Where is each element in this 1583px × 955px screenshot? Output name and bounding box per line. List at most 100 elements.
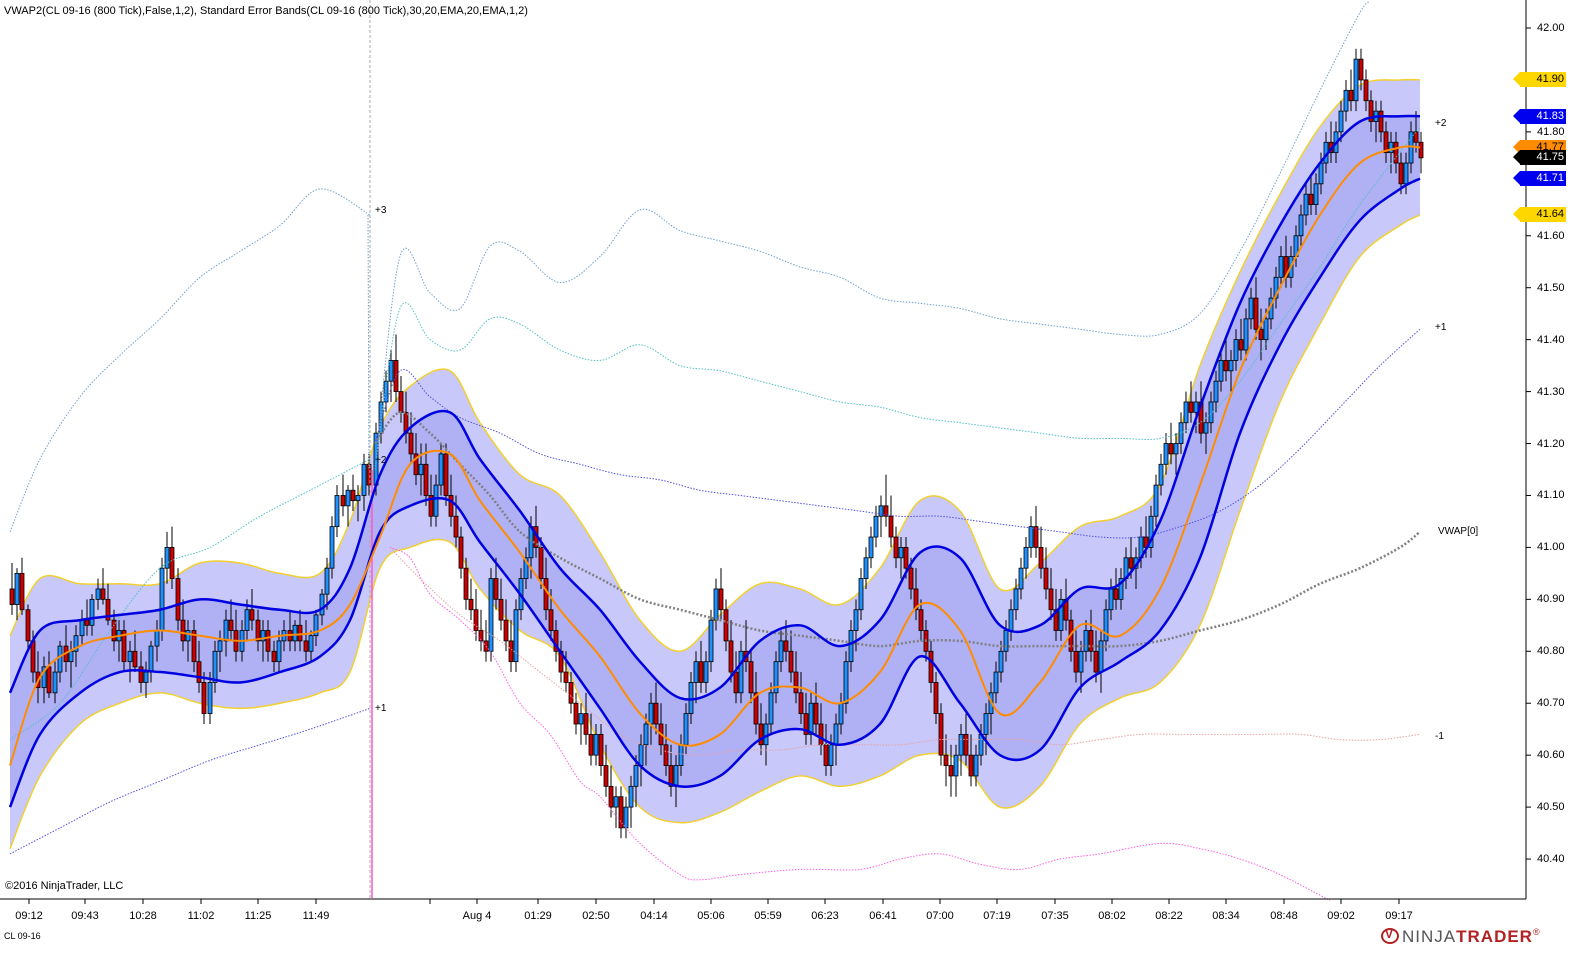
candle-body [1413,131,1419,143]
candle-body [95,588,101,600]
candle-down [169,526,175,589]
candle-down [1088,609,1094,662]
candle-body [573,702,579,725]
candle-body [1338,110,1344,133]
candle-body [329,526,335,569]
candle-down [1188,381,1194,423]
candle-body [883,505,889,517]
vwap-plus3-reset [367,214,370,470]
candle-up [898,537,904,579]
candle-body [355,495,361,502]
candle-down [583,692,589,745]
candle-up [355,485,361,522]
pre-session-vwap-3-line [9,188,371,533]
candle-body [498,598,504,621]
price-tag-upper-outer-band: 41.90 [1513,72,1566,88]
candle-up [57,640,63,683]
candle-body [963,733,969,756]
indicator-title: VWAP2(CL 09-16 (800 Tick),False,1,2), St… [4,5,528,17]
candle-up [1233,329,1239,371]
candle-down [813,682,819,735]
candle-down [100,568,106,605]
price-tag-arrow-icon [1513,139,1520,154]
candle-up [1153,474,1159,527]
candle-body [1233,339,1239,361]
candle-up [41,656,47,704]
candle-body [1188,401,1194,413]
candle-body [873,515,879,538]
candle-up [334,485,340,538]
candle-down [968,734,974,787]
y-tick-label: 40.50 [1537,801,1565,814]
candle-body [228,619,234,631]
candle-down [503,599,509,652]
candle-up [768,682,774,735]
candle-body [958,733,964,756]
candle-up [95,578,101,610]
candle-body [1168,443,1174,455]
candle-down [883,474,889,527]
candle-body [319,593,325,616]
candle-body [1163,443,1169,465]
candle-body [46,666,52,694]
candle-down [297,609,303,652]
candle-body [1128,557,1134,569]
candle-body [583,713,589,735]
candle-up [858,568,864,621]
candle-body [753,692,759,725]
vwap-1-line [389,547,1421,756]
candle-down [105,583,111,626]
candle-down [468,578,474,621]
candle-up [863,547,869,589]
candle-up [1338,100,1344,143]
x-tick-label: Aug 4 [462,910,492,922]
candle-body [738,650,744,694]
price-tag-lower-inner-band: 41.71 [1513,171,1566,187]
candle-body [1398,162,1404,185]
candle-down [180,599,186,652]
candle-down [933,672,939,724]
candle-body [132,650,138,668]
candle-body [418,463,424,476]
candle-body [513,609,519,663]
candle-body [303,640,309,652]
y-tick-label: 41.50 [1537,281,1565,294]
vwap-2-line [374,126,1421,470]
candle-up [276,630,282,673]
candle-body [868,536,874,559]
candle-body [345,489,351,507]
candle-body [207,682,213,715]
candle-body [723,609,729,642]
pre-session-vwap-2-line [9,458,371,740]
candle-body [543,578,549,611]
candle-body [297,624,303,642]
candle-down [1393,131,1399,174]
y-tick-label: 40.60 [1537,749,1565,762]
candle-body [523,557,529,579]
candle-down [1073,630,1079,683]
candle-down [893,526,899,569]
candle-up [688,672,694,724]
x-tick-label: 06:41 [869,910,897,922]
candle-body [1003,630,1009,652]
candle-down [1258,308,1264,361]
candle-body [968,754,974,777]
inner-band-fill [10,115,1420,808]
candle-body [943,754,949,766]
x-tick-label: 08:48 [1270,910,1298,922]
candle-up [523,547,529,589]
candle-body [1223,360,1229,372]
y-tick-label: 41.60 [1537,229,1565,242]
candle-body [503,619,509,642]
candle-down [132,630,138,673]
indicator-lines [8,0,1421,902]
candle-up [878,495,884,538]
x-tick-label: 08:34 [1212,910,1240,922]
candle-body [84,619,90,626]
candle-down [25,604,31,652]
candle-up [993,661,999,704]
candle-body [683,713,689,746]
candle-down [249,588,255,631]
candle-body [223,619,229,642]
